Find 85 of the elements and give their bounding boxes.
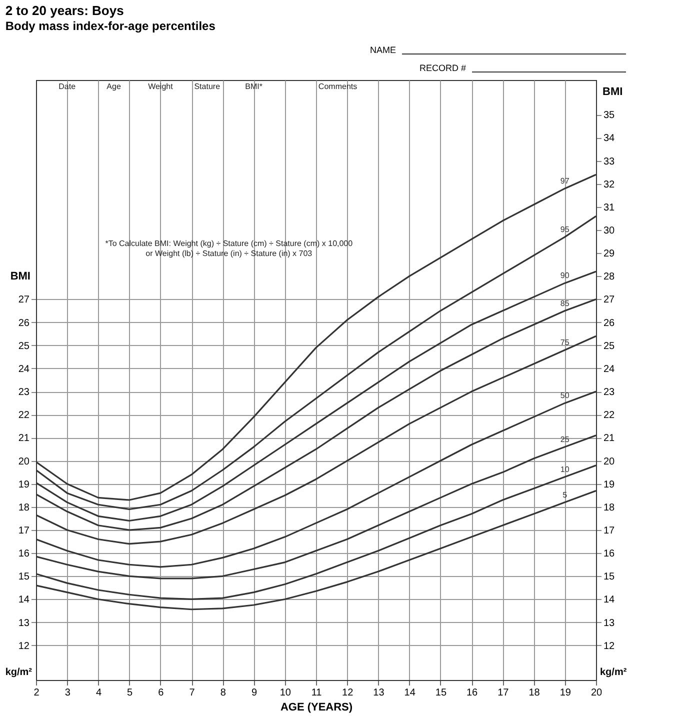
x-axis-title: AGE (YEARS): [280, 702, 353, 714]
y-tick-label: 25: [18, 340, 30, 352]
y2-tick-label: 26: [604, 318, 616, 329]
y2-tick-label: 29: [604, 248, 616, 260]
annotation: *To Calculate BMI: Weight (kg) ÷ Stature (cm) ÷ Stature (cm) x 10,000: [105, 238, 354, 248]
y-tick-label: 20: [18, 456, 30, 468]
y-tick-label: 13: [18, 618, 30, 629]
y-tick-label: 24: [18, 364, 30, 375]
x-tick-label: 16: [466, 688, 478, 698]
y2-tick-label: 27: [604, 294, 616, 306]
y2-tick-label: 14: [604, 594, 616, 606]
x-tick-label: 17: [498, 688, 510, 698]
y-tick-label: 21: [18, 433, 30, 444]
y-tick-label: 16: [18, 548, 30, 560]
text: kg/m²: [600, 667, 628, 678]
y-tick-label: 15: [18, 572, 30, 583]
x-tick-label: 11: [311, 688, 322, 698]
y-tick-label: 14: [18, 594, 30, 606]
y2-tick-label: 12: [604, 640, 616, 652]
y2-tick-label: 18: [604, 502, 616, 514]
series-label: 97: [560, 176, 570, 186]
annotation: Date: [58, 82, 76, 91]
y2-tick-label: 34: [604, 133, 616, 144]
y2-tick-label: 35: [604, 110, 616, 122]
annotation: Weight: [148, 82, 174, 91]
y2-tick-label: 19: [604, 479, 616, 490]
series-label: 90: [560, 271, 570, 280]
x-tick-label: 7: [189, 688, 196, 698]
x-tick-label: 15: [435, 688, 447, 698]
y-tick-label: 23: [18, 387, 30, 398]
y-tick-label: 26: [18, 318, 30, 329]
series-label: 85: [560, 298, 570, 308]
x-tick-label: 12: [342, 688, 354, 698]
y-tick-label: 18: [18, 502, 30, 514]
y-tick-label: 19: [18, 479, 30, 490]
y-tick-label: 22: [18, 410, 30, 422]
y2-tick-label: 20: [604, 456, 616, 468]
annotation: or Weight (lb) ÷ Stature (in) ÷ Stature (in) x 703: [146, 249, 313, 258]
x-tick-label: 3: [64, 688, 71, 698]
y-tick-label: 17: [18, 526, 30, 536]
text: kg/m²: [5, 667, 33, 678]
x-tick-label: 19: [560, 688, 572, 698]
x-tick-label: 2: [34, 688, 40, 698]
y-tick-label: 27: [18, 294, 30, 306]
series-label: 95: [560, 224, 570, 234]
series-label: 5: [562, 490, 568, 500]
text: RECORD #: [419, 63, 466, 73]
y2-tick-label: 22: [604, 410, 616, 422]
y-axis-title: BMI: [10, 270, 30, 283]
chart-title: 2 to 20 years: Boys: [5, 3, 124, 18]
y2-tick-label: 28: [604, 272, 616, 283]
series-label: 25: [560, 434, 570, 444]
x-tick-label: 6: [158, 688, 164, 698]
x-tick-label: 14: [404, 688, 416, 698]
y2-axis-title: BMI: [602, 86, 623, 98]
annotation: Age: [106, 82, 122, 91]
y2-tick-label: 17: [604, 526, 616, 536]
y2-tick-label: 25: [604, 340, 616, 352]
x-tick-label: 8: [220, 688, 226, 698]
y2-tick-label: 23: [604, 387, 616, 398]
x-tick-label: 20: [590, 688, 602, 698]
y2-tick-label: 31: [604, 202, 616, 214]
x-tick-label: 13: [373, 688, 385, 698]
series-label: 75: [560, 338, 570, 347]
y2-tick-label: 30: [604, 226, 616, 236]
x-tick-label: 4: [96, 688, 102, 698]
x-tick-label: 5: [127, 688, 134, 698]
y2-tick-label: 24: [604, 364, 616, 375]
annotation: Stature: [194, 82, 221, 91]
text: NAME: [370, 45, 396, 55]
y2-tick-label: 33: [604, 156, 616, 168]
y2-tick-label: 21: [604, 433, 616, 444]
series-label: 50: [560, 391, 570, 400]
y-tick-label: 12: [18, 640, 30, 652]
annotation: BMI*: [245, 82, 262, 91]
y2-tick-label: 16: [604, 548, 616, 560]
y2-tick-label: 13: [604, 618, 616, 629]
chart-subtitle: Body mass index-for-age percentiles: [5, 19, 216, 33]
annotation: Comments: [318, 82, 358, 91]
x-tick-label: 10: [280, 688, 292, 698]
series-label: 10: [560, 464, 570, 474]
y2-tick-label: 15: [604, 572, 616, 583]
x-tick-label: 18: [528, 688, 540, 698]
x-tick-label: 9: [251, 688, 258, 698]
y2-tick-label: 32: [604, 179, 616, 190]
